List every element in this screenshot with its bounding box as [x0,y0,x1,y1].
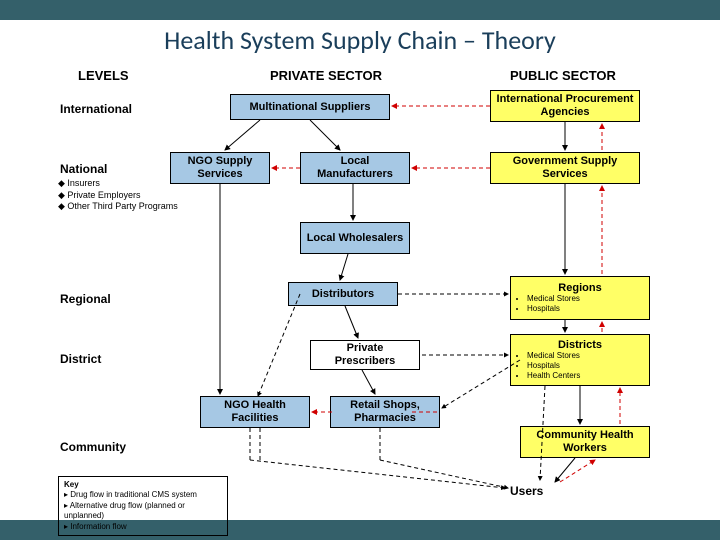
level-regional: Regional [60,292,111,306]
label-comm-workers: Community Health Workers [525,429,645,454]
regions-sublist: Medical Stores Hospitals [515,294,645,314]
label-gov-supply: Government Supply Services [495,155,635,180]
districts-sub-2: Health Centers [527,371,645,381]
national-sub-1: Private Employers [67,190,140,200]
node-local-mfr: Local Manufacturers [300,152,410,184]
label-districts: Districts [515,339,645,352]
header-private: PRIVATE SECTOR [270,68,382,83]
node-multinational: Multinational Suppliers [230,94,390,120]
key-title: Key [64,480,222,490]
node-ngo-health: NGO Health Facilities [200,396,310,428]
label-intl-proc: International Procurement Agencies [495,93,635,118]
label-multinational: Multinational Suppliers [249,101,370,114]
node-retail: Retail Shops, Pharmacies [330,396,440,428]
key-line-1: ▸ Drug flow in traditional CMS system [64,490,222,500]
national-sub-2: Other Third Party Programs [67,201,177,211]
node-users: Users [510,484,543,498]
node-districts: Districts Medical Stores Hospitals Healt… [510,334,650,386]
districts-sub-0: Medical Stores [527,351,645,361]
level-national-sublist: ◆ Insurers ◆ Private Employers ◆ Other T… [58,178,178,213]
label-ngo-health: NGO Health Facilities [205,399,305,424]
districts-sublist: Medical Stores Hospitals Health Centers [515,351,645,381]
label-priv-presc: Private Prescribers [315,342,415,367]
level-international: International [60,102,132,116]
node-intl-proc: International Procurement Agencies [490,90,640,122]
node-priv-presc: Private Prescribers [310,340,420,370]
key-box: Key ▸ Drug flow in traditional CMS syste… [58,476,228,536]
top-bar [0,0,720,20]
node-comm-workers: Community Health Workers [520,426,650,458]
node-regions: Regions Medical Stores Hospitals [510,276,650,320]
node-gov-supply: Government Supply Services [490,152,640,184]
node-distributors: Distributors [288,282,398,306]
node-local-whol: Local Wholesalers [300,222,410,254]
key-line-3: ▸ Information flow [64,522,222,532]
label-local-whol: Local Wholesalers [307,232,404,245]
districts-sub-1: Hospitals [527,361,645,371]
label-retail: Retail Shops, Pharmacies [335,399,435,424]
regions-sub-0: Medical Stores [527,294,645,304]
node-ngo-supply: NGO Supply Services [170,152,270,184]
level-community: Community [60,440,126,454]
label-ngo-supply: NGO Supply Services [175,155,265,180]
level-district: District [60,352,101,366]
regions-sub-1: Hospitals [527,304,645,314]
level-national: National [60,162,107,176]
label-local-mfr: Local Manufacturers [305,155,405,180]
label-regions: Regions [515,282,645,295]
label-distributors: Distributors [312,288,374,301]
national-sub-0: Insurers [67,178,100,188]
page-title: Health System Supply Chain – Theory [0,24,720,56]
header-levels: LEVELS [78,68,129,83]
header-public: PUBLIC SECTOR [510,68,616,83]
key-line-2: ▸ Alternative drug flow (planned or unpl… [64,501,222,522]
